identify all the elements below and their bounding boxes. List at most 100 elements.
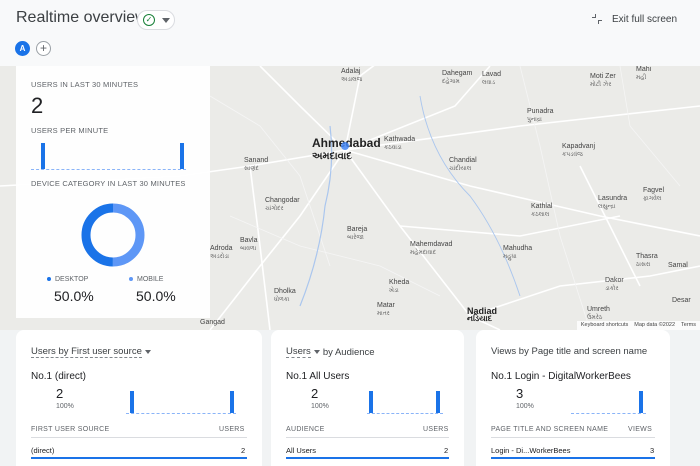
divider bbox=[31, 437, 247, 438]
row-label[interactable]: (direct) bbox=[31, 446, 55, 455]
column-header: USERS bbox=[219, 426, 245, 433]
chart-bar bbox=[369, 391, 373, 413]
chart-bar bbox=[639, 391, 643, 413]
map-label: Bareja બારેજા bbox=[347, 226, 368, 241]
map-label: Fagvel ફાગવેલ bbox=[643, 187, 665, 202]
map-label: Adalaj અડાલજ bbox=[341, 68, 363, 83]
desktop-legend: DESKTOP bbox=[47, 276, 88, 283]
users-by-source-card: Users by First user source No.1 (direct)… bbox=[16, 330, 262, 466]
top-percent: 100% bbox=[516, 403, 534, 410]
row-value: 3 bbox=[650, 446, 655, 455]
chart-bar bbox=[436, 391, 440, 413]
chevron-down-icon bbox=[313, 350, 320, 354]
chevron-down-icon bbox=[162, 18, 170, 23]
divider bbox=[286, 437, 449, 438]
users-label: USERS IN LAST 30 MINUTES bbox=[31, 80, 139, 89]
column-header: PAGE TITLE AND SCREEN NAME bbox=[491, 426, 609, 433]
page-title: Realtime overview bbox=[16, 9, 147, 26]
row-value: 2 bbox=[241, 446, 246, 455]
map-label: Moti Zer મોટી ઝેર bbox=[590, 73, 616, 88]
map-label: Mahemdavad મહેમદાવાદ bbox=[410, 241, 453, 256]
map-label: Kheda ખેડા bbox=[389, 279, 410, 294]
card-sparkline[interactable] bbox=[571, 390, 646, 414]
map-label: Umreth ઉમરેઠ bbox=[587, 306, 610, 321]
map-label: Gangad bbox=[200, 319, 225, 326]
map-label: Changodar ચાંગોદર bbox=[265, 197, 300, 212]
map-data-label: Map data ©2022 bbox=[634, 322, 676, 328]
add-comparison-button[interactable]: + bbox=[36, 41, 51, 56]
card-title[interactable]: Users by Audience bbox=[286, 346, 375, 358]
map-label: Lasundra લસુન્દ્રા bbox=[598, 195, 628, 210]
exit-fullscreen-icon bbox=[592, 14, 602, 24]
top-count: 2 bbox=[56, 386, 64, 401]
card-title[interactable]: Users by First user source bbox=[31, 346, 151, 358]
map-label: Mahi મહી bbox=[636, 66, 652, 81]
map-label: Ahmedabadઅમદાવાદ bbox=[312, 137, 381, 163]
map-label: Lavad લવાડ bbox=[482, 71, 502, 86]
desktop-value: 50.0% bbox=[54, 288, 94, 304]
users-per-minute-chart[interactable] bbox=[31, 138, 186, 170]
user-location-marker[interactable] bbox=[341, 142, 349, 150]
map-label: Dakor ડાકોર bbox=[605, 277, 624, 292]
map-roads bbox=[0, 66, 700, 330]
mobile-value: 50.0% bbox=[136, 288, 176, 304]
realtime-summary-panel: USERS IN LAST 30 MINUTES 2 USERS PER MIN… bbox=[16, 66, 210, 318]
row-bar bbox=[31, 457, 247, 459]
map-label: Matar માતર bbox=[377, 302, 395, 317]
top-item: No.1 (direct) bbox=[31, 371, 87, 382]
chart-bar bbox=[230, 391, 234, 413]
top-item: No.1 Login - DigitalWorkerBees bbox=[491, 371, 631, 382]
map-label: Samal bbox=[668, 262, 688, 269]
map-label: Adroda અડરોડા bbox=[210, 245, 233, 260]
card-title[interactable]: Views by Page title and screen name bbox=[491, 346, 648, 357]
views-by-page-card: Views by Page title and screen name No.1… bbox=[476, 330, 670, 466]
row-label[interactable]: All Users bbox=[286, 446, 317, 455]
map-label: Thasra ઠાસરા bbox=[636, 253, 658, 268]
keyboard-shortcuts-link[interactable]: Keyboard shortcuts bbox=[580, 322, 629, 328]
row-bar bbox=[286, 457, 449, 459]
check-icon: ✓ bbox=[143, 14, 155, 26]
desktop-dot-icon bbox=[47, 277, 51, 282]
top-percent: 100% bbox=[56, 403, 74, 410]
column-header: AUDIENCE bbox=[286, 426, 325, 433]
map-label: Bavla બાવળા bbox=[240, 237, 258, 252]
map-label: Dholka ધોળકા bbox=[274, 288, 296, 303]
header: Realtime overview ✓ Exit full screen A + bbox=[0, 0, 700, 66]
column-header: USERS bbox=[423, 426, 449, 433]
row-value: 2 bbox=[444, 446, 449, 455]
card-sparkline[interactable] bbox=[367, 390, 443, 414]
users-by-audience-card: Users by Audience No.1 All Users 2 100% A… bbox=[271, 330, 464, 466]
card-sparkline[interactable] bbox=[126, 390, 236, 414]
map-label: Chandial ચાંદીયાલ bbox=[449, 157, 477, 172]
map-label: Mahudha મહુધા bbox=[503, 245, 533, 260]
map-label: Punadra પુનાદ્રા bbox=[527, 108, 554, 123]
map-label: Kathwada કઠવાડા bbox=[384, 136, 416, 151]
exit-full-screen-label: Exit full screen bbox=[612, 13, 678, 25]
status-dropdown[interactable]: ✓ bbox=[137, 10, 175, 30]
map-label: Nadiad નડિયાદ bbox=[467, 306, 498, 323]
avatar[interactable]: A bbox=[15, 41, 30, 56]
mobile-dot-icon bbox=[129, 277, 133, 282]
chart-bar bbox=[180, 143, 184, 169]
users-count: 2 bbox=[31, 93, 44, 118]
mobile-legend: MOBILE bbox=[129, 276, 163, 283]
column-header: VIEWS bbox=[628, 426, 653, 433]
top-item: No.1 All Users bbox=[286, 371, 350, 382]
map-label: Desar bbox=[672, 297, 691, 304]
terms-link[interactable]: Terms bbox=[681, 322, 696, 328]
per-minute-label: USERS PER MINUTE bbox=[31, 126, 109, 135]
divider bbox=[491, 437, 655, 438]
top-count: 3 bbox=[516, 386, 524, 401]
column-header: FIRST USER SOURCE bbox=[31, 426, 110, 433]
map-label: Kapadvanj કપડવંજ bbox=[562, 143, 596, 158]
row-label[interactable]: Login - Di...WorkerBees bbox=[491, 446, 571, 455]
device-donut-chart[interactable] bbox=[80, 202, 146, 268]
exit-full-screen-button[interactable]: Exit full screen bbox=[592, 11, 677, 27]
map-footer: Keyboard shortcuts Map data ©2022 Terms bbox=[576, 321, 700, 330]
top-count: 2 bbox=[311, 386, 319, 401]
map-label: Kathlal કઠલાલ bbox=[531, 203, 553, 218]
top-percent: 100% bbox=[311, 403, 329, 410]
chevron-down-icon bbox=[144, 350, 151, 354]
device-category-label: DEVICE CATEGORY IN LAST 30 MINUTES bbox=[31, 179, 186, 188]
row-bar bbox=[491, 457, 655, 459]
